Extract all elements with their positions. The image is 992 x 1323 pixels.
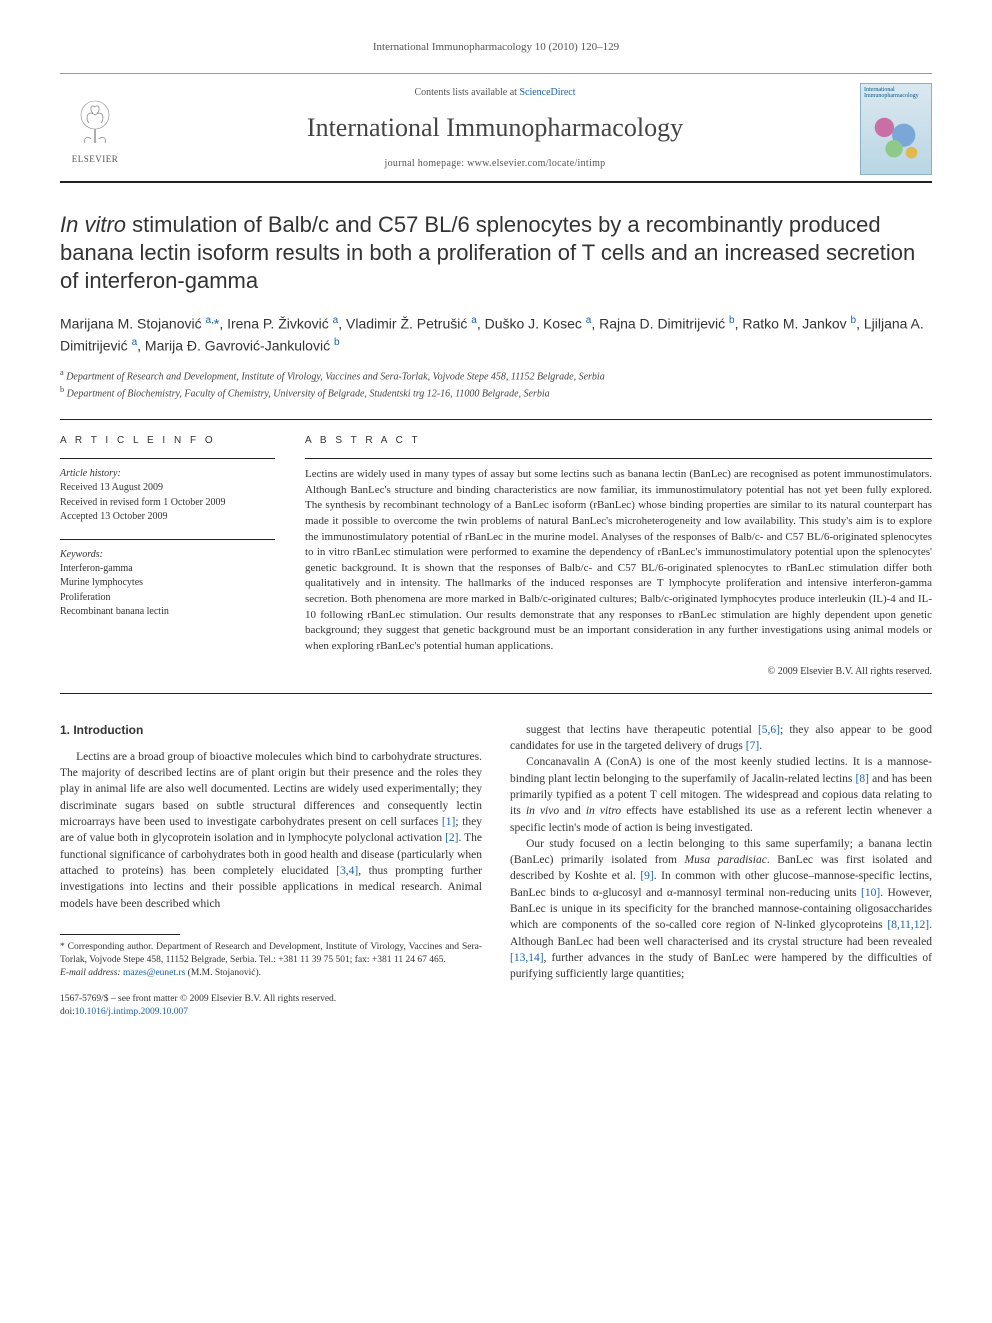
citation-link[interactable]: [8,11,12] (887, 919, 929, 931)
issn-copyright-line: 1567-5769/$ – see front matter © 2009 El… (60, 993, 482, 1006)
keyword-line: Murine lymphocytes (60, 576, 275, 591)
body-paragraph: Lectins are a broad group of bioactive m… (60, 749, 482, 912)
corresponding-author-note: * Corresponding author. Department of Re… (60, 941, 482, 968)
masthead: ELSEVIER Contents lists available at Sci… (60, 73, 932, 182)
history-line: Accepted 13 October 2009 (60, 510, 275, 525)
divider (60, 693, 932, 694)
divider (60, 419, 932, 420)
affiliation-line: b Department of Biochemistry, Faculty of… (60, 384, 932, 401)
abstract-copyright: © 2009 Elsevier B.V. All rights reserved… (305, 665, 932, 679)
article-body: 1. Introduction Lectins are a broad grou… (60, 722, 932, 1020)
doi-link[interactable]: 10.1016/j.intimp.2009.10.007 (75, 1007, 188, 1017)
citation-link[interactable]: [3,4] (336, 865, 358, 877)
doi-prefix: doi: (60, 1007, 75, 1017)
contents-prefix: Contents lists available at (414, 87, 519, 98)
article-info-heading: A R T I C L E I N F O (60, 434, 275, 448)
journal-title: International Immunopharmacology (144, 110, 846, 146)
section-heading-introduction: 1. Introduction (60, 722, 482, 739)
article-title: In vitro stimulation of Balb/c and C57 B… (60, 211, 932, 295)
article-title-italic: In vitro (60, 212, 126, 237)
bottom-info: 1567-5769/$ – see front matter © 2009 El… (60, 993, 482, 1020)
journal-cover-title: International Immunopharmacology (864, 87, 928, 100)
article-title-rest: stimulation of Balb/c and C57 BL/6 splen… (60, 212, 915, 293)
article-history-label: Article history: (60, 467, 275, 481)
keyword-line: Recombinant banana lectin (60, 605, 275, 620)
keyword-line: Proliferation (60, 591, 275, 606)
citation-link[interactable]: [10] (861, 887, 880, 899)
history-line: Received 13 August 2009 (60, 481, 275, 496)
citation-link[interactable]: [1] (442, 816, 455, 828)
divider (60, 458, 275, 459)
body-paragraph: Concanavalin A (ConA) is one of the most… (510, 754, 932, 836)
abstract: A B S T R A C T Lectins are widely used … (305, 434, 932, 678)
footnotes: * Corresponding author. Department of Re… (60, 941, 482, 981)
abstract-text: Lectins are widely used in many types of… (305, 467, 932, 654)
citation-link[interactable]: [13,14] (510, 952, 544, 964)
affiliation-line: a Department of Research and Development… (60, 367, 932, 384)
body-paragraph: suggest that lectins have therapeutic po… (510, 722, 932, 755)
masthead-center: Contents lists available at ScienceDirec… (144, 82, 846, 180)
divider (60, 539, 275, 540)
elsevier-tree-icon (67, 95, 123, 151)
running-header: International Immunopharmacology 10 (201… (60, 40, 932, 55)
doi-line: doi:10.1016/j.intimp.2009.10.007 (60, 1006, 482, 1019)
citation-link[interactable]: [2] (445, 832, 458, 844)
journal-cover-thumbnail: International Immunopharmacology (860, 83, 932, 175)
info-abstract-row: A R T I C L E I N F O Article history: R… (60, 434, 932, 678)
abstract-heading: A B S T R A C T (305, 434, 932, 448)
article-info: A R T I C L E I N F O Article history: R… (60, 434, 275, 678)
email-line: E-mail address: mazes@eunet.rs (M.M. Sto… (60, 967, 482, 980)
author-list: Marijana M. Stojanović a,*, Irena P. Živ… (60, 313, 932, 356)
journal-homepage: journal homepage: www.elsevier.com/locat… (144, 157, 846, 171)
citation-link[interactable]: [9] (640, 870, 653, 882)
affiliations: a Department of Research and Development… (60, 367, 932, 402)
corresponding-email-link[interactable]: mazes@eunet.rs (123, 968, 185, 978)
divider (305, 458, 932, 459)
sciencedirect-link[interactable]: ScienceDirect (519, 87, 575, 98)
history-line: Received in revised form 1 October 2009 (60, 496, 275, 511)
citation-link[interactable]: [7] (746, 740, 759, 752)
elsevier-logo-text: ELSEVIER (72, 153, 119, 166)
article-history-lines: Received 13 August 2009Received in revis… (60, 481, 275, 525)
email-suffix: (M.M. Stojanović). (185, 968, 261, 978)
keyword-lines: Interferon-gammaMurine lymphocytesProlif… (60, 562, 275, 620)
keyword-line: Interferon-gamma (60, 562, 275, 577)
email-label: E-mail address: (60, 968, 123, 978)
citation-link[interactable]: [8] (856, 773, 869, 785)
journal-cover-art-icon (865, 110, 927, 168)
keywords-label: Keywords: (60, 548, 275, 562)
citation-link[interactable]: [5,6] (758, 724, 780, 736)
homepage-url: www.elsevier.com/locate/intimp (467, 158, 605, 169)
body-paragraph: Our study focused on a lectin belonging … (510, 836, 932, 983)
footnote-separator (60, 934, 180, 935)
homepage-prefix: journal homepage: (385, 158, 468, 169)
elsevier-logo: ELSEVIER (60, 92, 130, 172)
contents-available-line: Contents lists available at ScienceDirec… (144, 86, 846, 100)
